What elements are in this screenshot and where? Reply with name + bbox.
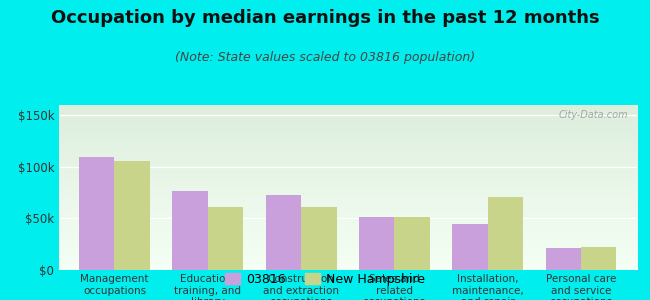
- Bar: [581, 247, 616, 270]
- Bar: [452, 224, 488, 270]
- Bar: [359, 218, 395, 270]
- Bar: [545, 248, 581, 270]
- Bar: [114, 161, 150, 270]
- Text: City-Data.com: City-Data.com: [559, 110, 629, 120]
- Bar: [79, 157, 114, 270]
- Bar: [266, 195, 301, 270]
- Bar: [488, 197, 523, 270]
- Bar: [208, 207, 243, 270]
- Legend: 03816, New Hampshire: 03816, New Hampshire: [220, 268, 430, 291]
- Bar: [301, 207, 337, 270]
- Text: (Note: State values scaled to 03816 population): (Note: State values scaled to 03816 popu…: [175, 51, 475, 64]
- Bar: [395, 218, 430, 270]
- Bar: [172, 190, 208, 270]
- Text: Occupation by median earnings in the past 12 months: Occupation by median earnings in the pas…: [51, 9, 599, 27]
